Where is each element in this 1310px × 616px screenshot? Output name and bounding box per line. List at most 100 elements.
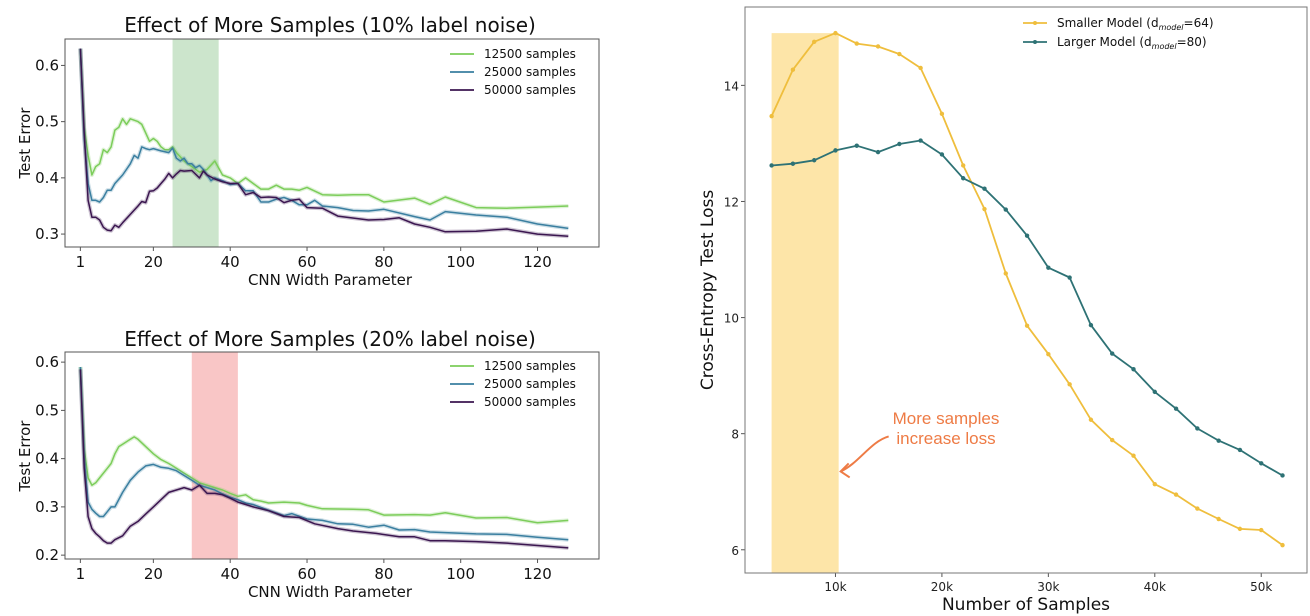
x-axis-label: CNN Width Parameter — [248, 583, 413, 601]
data-point — [982, 186, 987, 191]
y-tick-label: 0.5 — [35, 113, 59, 131]
y-tick-label: 0.3 — [35, 498, 59, 516]
x-tick-label: 80 — [374, 565, 393, 583]
data-point — [1259, 527, 1264, 533]
data-point — [1110, 437, 1115, 443]
legend-label: 12500 samples — [484, 359, 576, 373]
data-point — [918, 138, 923, 143]
data-point — [1024, 233, 1030, 238]
x-tick-label: 40 — [221, 565, 240, 583]
x-tick-label: 60 — [297, 253, 316, 271]
y-axis-label: Cross-Entropy Test Loss — [698, 190, 718, 390]
y-tick-label: 6 — [731, 544, 739, 558]
data-point — [1003, 207, 1008, 212]
x-tick-label: 20 — [144, 565, 163, 583]
legend-label: 50000 samples — [484, 395, 576, 409]
y-axis-label: Test Error — [16, 107, 34, 180]
annotation-line-1: More samples — [893, 409, 1000, 428]
data-point — [939, 152, 945, 157]
legend: 12500 samples 25000 samples 50000 samples — [450, 47, 576, 97]
annotation-line-2: increase loss — [896, 429, 995, 448]
data-point — [1067, 275, 1072, 280]
x-axis-label: Number of Samples — [942, 595, 1110, 615]
series-line — [79, 48, 569, 230]
data-point — [961, 176, 966, 181]
data-point — [1173, 406, 1179, 411]
x-tick-label: 40 — [221, 253, 240, 271]
data-point — [982, 206, 987, 212]
data-point — [1088, 417, 1094, 422]
data-point — [1259, 461, 1264, 466]
data-point — [961, 163, 966, 168]
x-axis-label: CNN Width Parameter — [248, 271, 413, 289]
data-point — [1067, 382, 1072, 387]
data-point — [1280, 542, 1285, 548]
data-point — [833, 148, 838, 153]
legend-marker — [1033, 21, 1037, 25]
x-tick-label: 20k — [931, 580, 953, 594]
y-tick-label: 0.2 — [35, 546, 59, 564]
series-line — [79, 366, 569, 541]
data-point — [1173, 492, 1179, 497]
y-tick-label: 0.3 — [35, 225, 59, 243]
y-tick-label: 0.4 — [35, 450, 59, 468]
legend-label: 25000 samples — [484, 377, 576, 391]
data-point — [939, 111, 945, 117]
series-line — [79, 48, 569, 238]
data-point — [1088, 322, 1094, 328]
data-point — [1216, 438, 1221, 443]
shaded-region — [172, 39, 219, 247]
data-point — [1046, 265, 1051, 270]
y-tick-label: 12 — [724, 195, 739, 209]
legend-label: Larger Model (dmodel=80) — [1057, 35, 1207, 51]
plot-frame — [64, 351, 600, 560]
chart-loss-vs-samples: 10k 20k 30k 40k 50k 6 8 10 12 14 More samplesincre… — [698, 6, 1308, 615]
data-point — [854, 41, 859, 46]
series-line — [771, 139, 1283, 477]
y-tick-label: 0.5 — [35, 401, 59, 419]
data-point — [875, 44, 881, 49]
y-tick-label: 0.6 — [35, 56, 59, 74]
shaded-region — [191, 352, 238, 559]
legend-label-suffix: =64) — [1184, 16, 1214, 30]
x-tick-label: 40k — [1144, 580, 1166, 594]
x-tick-label: 60 — [297, 565, 316, 583]
annotation-arrow — [840, 435, 889, 473]
data-point — [1280, 473, 1285, 478]
chart-20pct-noise: Effect of More Samples (20% label noise)… — [16, 327, 600, 601]
data-point — [1216, 516, 1221, 522]
legend-label: 12500 samples — [484, 47, 576, 61]
series-line — [79, 369, 569, 549]
y-tick-label: 8 — [731, 428, 739, 442]
chart-title: Effect of More Samples (10% label noise) — [124, 13, 536, 37]
data-point — [1131, 453, 1136, 458]
legend-label: 25000 samples — [484, 65, 576, 79]
y-tick-label: 0.4 — [35, 169, 59, 187]
x-tick-label: 100 — [446, 253, 475, 271]
y-tick-label: 14 — [724, 79, 739, 93]
series-line — [79, 48, 569, 209]
data-point — [1003, 271, 1008, 276]
x-tick-label: 1 — [76, 253, 86, 271]
data-point — [1110, 351, 1115, 356]
y-axis-label: Test Error — [16, 420, 34, 493]
shaded-region — [771, 33, 839, 574]
data-point — [918, 65, 923, 71]
chart-title: Effect of More Samples (20% label noise) — [124, 327, 536, 351]
legend-label-subscript: model — [1159, 23, 1185, 32]
data-point — [1046, 351, 1051, 357]
series-line — [770, 32, 1284, 546]
legend-label-suffix: =80) — [1177, 35, 1207, 49]
legend: Smaller Model (dmodel=64) Larger Model (d… — [1023, 16, 1214, 51]
arrow-head-icon — [839, 462, 851, 479]
legend-label-main: Larger Model (d — [1057, 35, 1152, 49]
legend-label: Smaller Model (dmodel=64) — [1057, 16, 1214, 32]
data-point — [897, 51, 902, 57]
data-point — [833, 30, 838, 36]
data-point — [897, 141, 902, 147]
data-point — [1237, 447, 1243, 453]
x-tick-label: 1 — [76, 565, 86, 583]
x-tick-label: 50k — [1250, 580, 1272, 594]
data-point — [854, 143, 859, 148]
